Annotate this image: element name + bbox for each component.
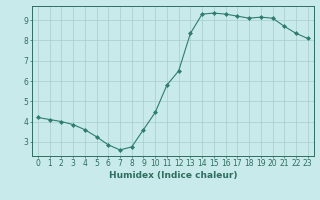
X-axis label: Humidex (Indice chaleur): Humidex (Indice chaleur) <box>108 171 237 180</box>
